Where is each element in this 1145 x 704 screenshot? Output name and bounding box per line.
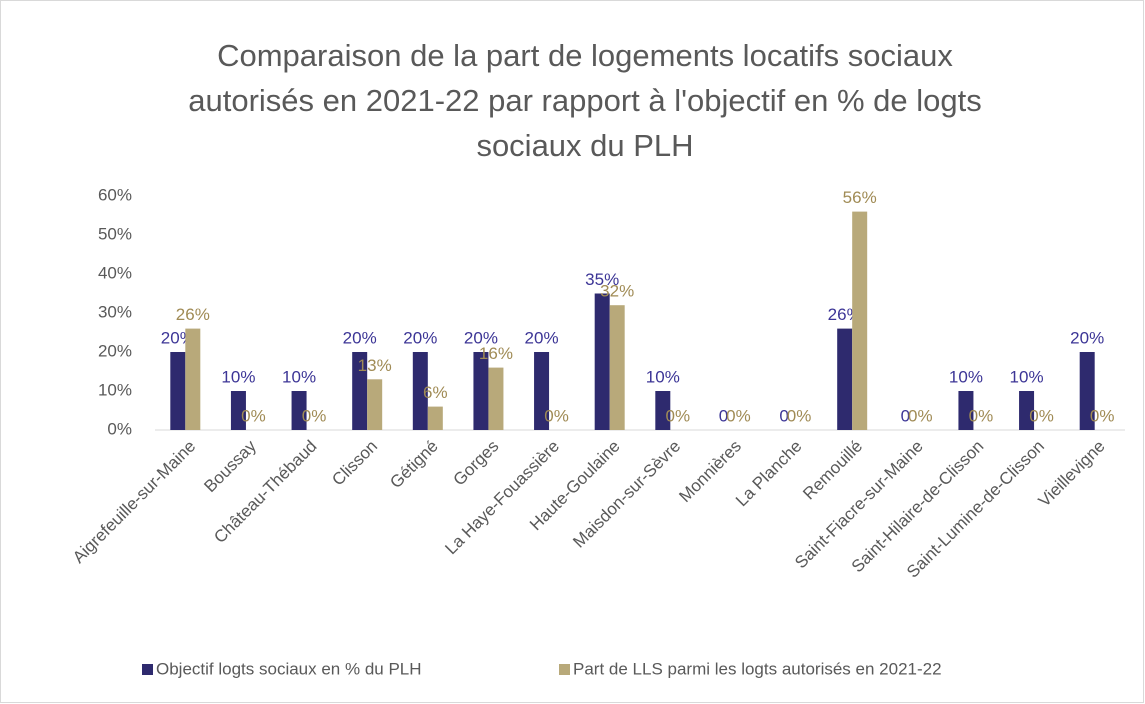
bar (534, 352, 550, 430)
y-tick-label: 30% (98, 302, 132, 321)
chart-title: sociaux du PLH (476, 128, 693, 163)
bar (958, 391, 974, 430)
data-label: 0% (544, 406, 569, 425)
y-tick-label: 40% (98, 263, 132, 282)
bar (655, 391, 671, 430)
data-label: 26% (176, 305, 210, 324)
data-label: 0% (726, 406, 751, 425)
y-tick-label: 10% (98, 380, 132, 399)
y-tick-label: 50% (98, 224, 132, 243)
data-label: 10% (282, 367, 316, 386)
bar (427, 406, 443, 430)
bar (837, 328, 853, 430)
data-label: 10% (646, 367, 680, 386)
data-label: 20% (525, 328, 559, 347)
y-tick-label: 0% (107, 419, 132, 438)
data-label: 20% (403, 328, 437, 347)
data-label: 0% (302, 406, 327, 425)
data-label: 0 (719, 406, 728, 425)
bar (594, 293, 610, 430)
legend-swatch (142, 664, 153, 675)
bar (185, 328, 201, 430)
bar (291, 391, 307, 430)
data-label: 20% (464, 328, 498, 347)
bar (473, 352, 489, 430)
bar (1079, 352, 1095, 430)
data-label: 0 (901, 406, 910, 425)
bar (488, 367, 504, 430)
data-label: 20% (343, 328, 377, 347)
data-label: 32% (600, 282, 634, 301)
legend-swatch (559, 664, 570, 675)
data-label: 0% (908, 406, 933, 425)
chart-title: Comparaison de la part de logements loca… (217, 38, 953, 73)
bar (609, 305, 625, 430)
data-label: 56% (843, 188, 877, 207)
data-label: 16% (479, 344, 513, 363)
data-label: 10% (1010, 367, 1044, 386)
data-label: 0% (666, 406, 691, 425)
legend-label: Objectif logts sociaux en % du PLH (156, 659, 422, 678)
data-label: 0% (1090, 406, 1115, 425)
bar (1019, 391, 1035, 430)
data-label: 20% (1070, 328, 1104, 347)
data-label: 0% (787, 406, 812, 425)
data-label: 6% (423, 383, 448, 402)
chart-title: autorisés en 2021-22 par rapport à l'obj… (188, 83, 981, 118)
bar (852, 211, 868, 430)
data-label: 10% (221, 367, 255, 386)
y-tick-label: 20% (98, 341, 132, 360)
bar (352, 352, 368, 430)
data-label: 10% (949, 367, 983, 386)
data-label: 0% (241, 406, 266, 425)
data-label: 13% (358, 356, 392, 375)
data-label: 0% (969, 406, 994, 425)
bar (230, 391, 246, 430)
legend-label: Part de LLS parmi les logts autorisés en… (573, 659, 942, 678)
data-label: 35% (585, 270, 619, 289)
bar (367, 379, 383, 430)
data-label: 0 (779, 406, 788, 425)
y-tick-label: 60% (98, 185, 132, 204)
bar (170, 352, 186, 430)
bar (412, 352, 428, 430)
data-label: 0% (1029, 406, 1054, 425)
